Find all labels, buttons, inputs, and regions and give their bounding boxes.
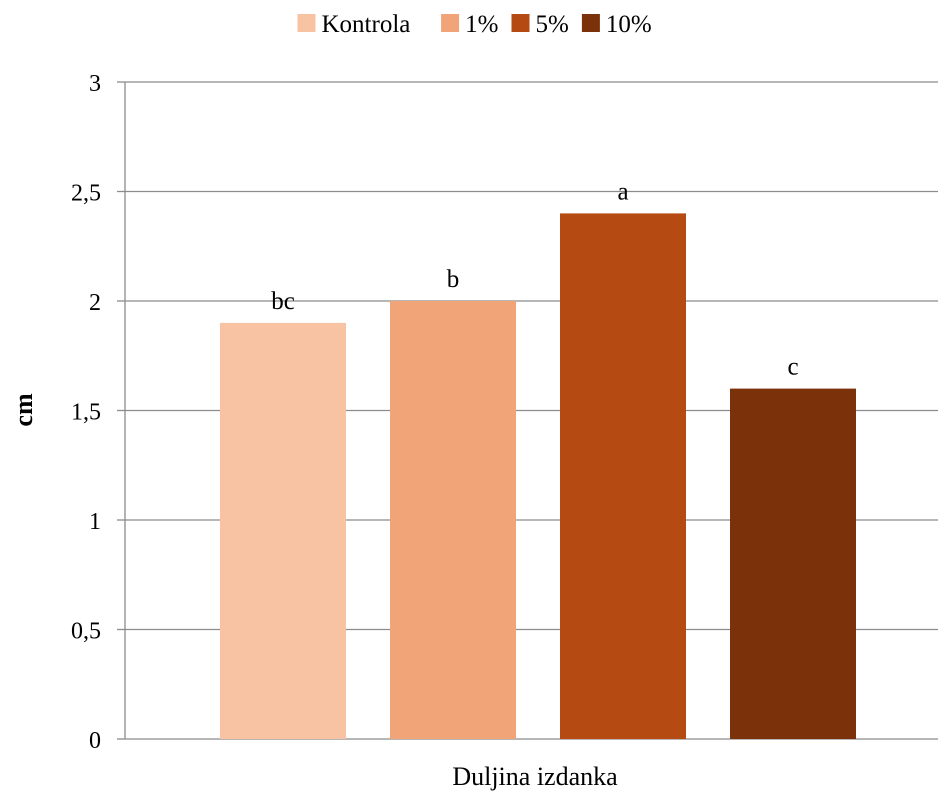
legend-label: Kontrola	[322, 11, 411, 38]
data-label: bc	[271, 288, 295, 315]
legend-swatch	[581, 14, 600, 32]
bars	[220, 213, 856, 739]
legend-swatch	[441, 14, 460, 32]
bar-5pct	[560, 213, 686, 739]
data-labels: bc b a c	[271, 178, 798, 380]
legend-label: 1%	[465, 11, 498, 38]
y-tick-label: 1,5	[71, 400, 101, 426]
y-tick-label: 0,5	[71, 619, 101, 645]
legend-label: 5%	[536, 11, 569, 38]
y-tick-label: 2	[89, 290, 101, 316]
data-label: b	[447, 266, 460, 293]
y-tick-label: 0	[89, 728, 101, 754]
y-axis-label: cm	[9, 393, 38, 427]
y-tick-label: 3	[89, 71, 101, 97]
legend: Kontrola 1% 5% 10%	[297, 11, 652, 38]
legend-swatch	[297, 14, 316, 32]
y-tick-label: 2,5	[71, 181, 101, 207]
bar-1pct	[390, 301, 516, 739]
data-label: c	[787, 354, 798, 381]
data-label: a	[617, 178, 628, 205]
x-axis-label: Duljina izdanka	[452, 762, 618, 791]
legend-swatch	[511, 14, 530, 32]
bar-kontrola	[220, 322, 346, 739]
bar-10pct	[730, 388, 856, 739]
legend-label: 10%	[606, 11, 652, 38]
y-tick-label: 1	[89, 509, 101, 535]
